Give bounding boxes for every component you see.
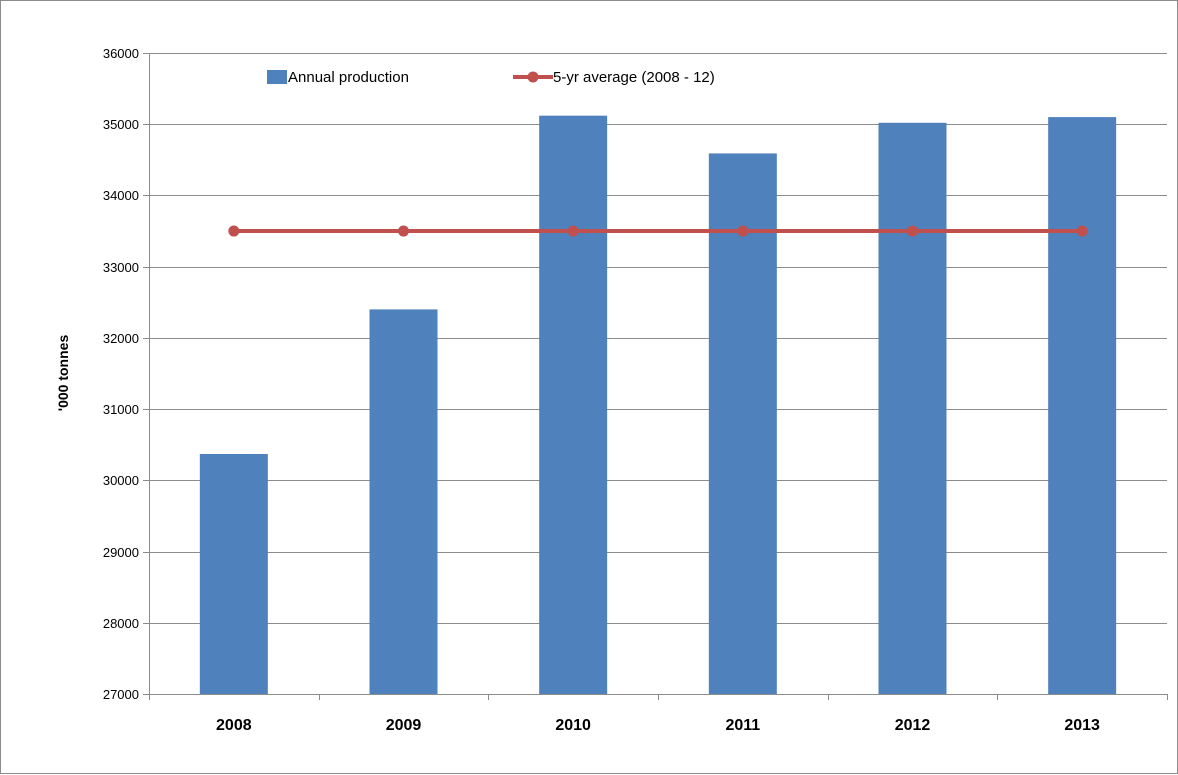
bar-2008 (199, 453, 268, 694)
y-tick-label-28000: 28000 (103, 616, 139, 631)
bar-2009 (369, 309, 438, 694)
average-point-2012 (907, 225, 918, 237)
bar-series (199, 115, 1117, 695)
legend-label-5yr-average: 5-yr average (2008 - 12) (553, 69, 715, 86)
y-tick-label-33000: 33000 (103, 260, 139, 275)
average-point-2013 (1076, 225, 1088, 237)
y-tick-label-29000: 29000 (103, 545, 139, 560)
x-tick-label-2008: 2008 (216, 717, 252, 734)
bar-2013 (1048, 117, 1117, 695)
bar-2012 (878, 122, 947, 694)
y-tick-label-35000: 35000 (103, 117, 139, 132)
x-tick-label-2011: 2011 (725, 717, 760, 734)
y-tick-label-34000: 34000 (103, 188, 139, 203)
bar-2011 (708, 153, 777, 694)
average-point-2011 (737, 225, 749, 237)
legend-swatch-annual-production (267, 70, 287, 84)
y-tick-label-31000: 31000 (103, 402, 139, 417)
legend: Annual production 5-yr average (2008 - 12… (267, 69, 715, 86)
legend-label-annual-production: Annual production (288, 69, 409, 86)
y-tick-label-36000: 36000 (103, 46, 139, 61)
x-tick-label-2010: 2010 (555, 717, 591, 734)
average-line-series (228, 225, 1088, 237)
average-point-2009 (398, 225, 409, 237)
gridlines (149, 53, 1167, 624)
average-point-2008 (228, 225, 240, 237)
legend-swatch-marker-5yr-average (527, 71, 539, 83)
y-axis-title: '000 tonnes (55, 335, 71, 412)
x-tick-label-2013: 2013 (1064, 717, 1100, 734)
bar-2010 (539, 115, 608, 695)
axes (143, 53, 1168, 700)
average-point-2010 (567, 225, 579, 237)
y-tick-label-27000: 27000 (103, 687, 139, 702)
x-tick-label-2012: 2012 (895, 717, 931, 734)
y-tick-label-32000: 32000 (103, 331, 139, 346)
tick-labels: 27000 28000 29000 30000 31000 32000 33000 34000… (103, 46, 1100, 734)
y-tick-label-30000: 30000 (103, 473, 139, 488)
x-tick-label-2009: 2009 (386, 717, 422, 734)
